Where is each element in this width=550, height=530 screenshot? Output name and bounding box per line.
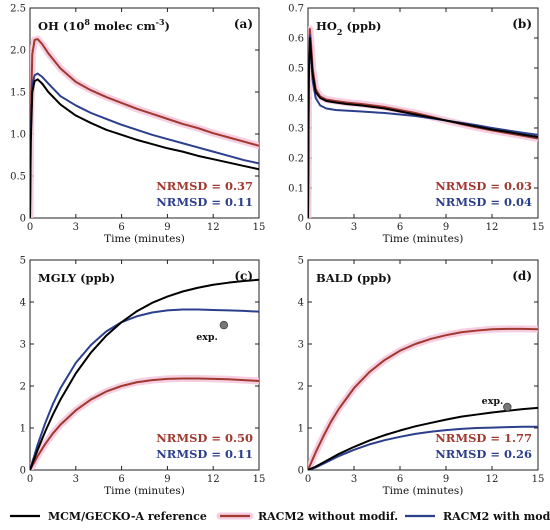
y-tick-label: 1.5 bbox=[10, 88, 26, 99]
y-tick-label: 2 bbox=[298, 382, 304, 393]
series-line-with bbox=[30, 72, 259, 218]
x-tick-label: 12 bbox=[207, 474, 220, 485]
x-tick-label: 6 bbox=[397, 222, 403, 233]
panel-label: (b) bbox=[512, 17, 532, 31]
chart-panel-1: 0 3 6 9 12 15 0 0.5 1.0 1.5 2.0 2.5 Time (minutes) OH… bbox=[10, 4, 265, 246]
nrmsd-label-without: NRMSD = 0.03 bbox=[435, 179, 532, 193]
legend: MCM/GECKO-A reference RACM2 without modif… bbox=[10, 510, 550, 523]
series-line-without bbox=[308, 327, 538, 470]
x-axis-label: Time (minutes) bbox=[104, 233, 185, 245]
series-line-reference bbox=[30, 78, 259, 218]
y-tick-label: 2.5 bbox=[10, 4, 26, 15]
x-tick-label: 12 bbox=[486, 222, 499, 233]
x-tick-label: 0 bbox=[27, 474, 33, 485]
y-tick-label: 2 bbox=[20, 382, 26, 393]
x-tick-label: 12 bbox=[207, 222, 220, 233]
x-tick-label: 0 bbox=[305, 222, 311, 233]
y-tick-label: 1 bbox=[20, 424, 26, 435]
chart-panel-2: 0 3 6 9 12 15 0 0.1 0.2 0.3 0.4 0.5 0.6 0.7 Time (minu… bbox=[288, 4, 544, 246]
x-tick-label: 0 bbox=[305, 474, 311, 485]
panel-label: (c) bbox=[234, 269, 253, 283]
panel-title: OH (108 molec cm-3) bbox=[38, 17, 170, 33]
y-tick-label: 3 bbox=[298, 340, 304, 351]
nrmsd-label-with: NRMSD = 0.04 bbox=[435, 195, 532, 209]
x-tick-label: 6 bbox=[118, 474, 124, 485]
x-tick-label: 9 bbox=[164, 474, 170, 485]
panel-label: (a) bbox=[234, 17, 253, 31]
y-tick-label: 2.0 bbox=[10, 46, 26, 57]
y-tick-label: 4 bbox=[20, 298, 26, 309]
nrmsd-label-without: NRMSD = 0.37 bbox=[156, 179, 253, 193]
x-tick-label: 6 bbox=[397, 474, 403, 485]
series-line-reference bbox=[308, 37, 538, 218]
panel-label: (d) bbox=[512, 269, 532, 283]
series-line-without bbox=[30, 38, 259, 218]
y-tick-label: 0 bbox=[298, 214, 304, 225]
y-tick-label: 0.2 bbox=[288, 154, 304, 165]
y-tick-label: 0.6 bbox=[288, 34, 304, 45]
nrmsd-label-with: NRMSD = 0.11 bbox=[156, 195, 253, 209]
y-tick-label: 0.1 bbox=[288, 184, 304, 195]
legend-item-without: RACM2 without modif. bbox=[216, 510, 398, 523]
x-tick-label: 3 bbox=[351, 222, 357, 233]
x-tick-label: 9 bbox=[443, 474, 449, 485]
y-tick-label: 5 bbox=[20, 256, 26, 267]
x-tick-label: 15 bbox=[532, 474, 545, 485]
y-tick-label: 1.0 bbox=[10, 130, 26, 141]
x-axis-label: Time (minutes) bbox=[104, 485, 185, 497]
x-tick-label: 3 bbox=[73, 474, 79, 485]
x-axis-label: Time (minutes) bbox=[383, 233, 464, 245]
series-line-with bbox=[308, 425, 538, 470]
legend-label: MCM/GECKO-A reference bbox=[48, 510, 207, 523]
y-tick-label: 0 bbox=[298, 466, 304, 477]
exp-label: exp. bbox=[196, 332, 218, 343]
x-tick-label: 3 bbox=[351, 474, 357, 485]
x-tick-label: 9 bbox=[443, 222, 449, 233]
exp-label: exp. bbox=[482, 396, 504, 407]
y-tick-label: 3 bbox=[20, 340, 26, 351]
series-line-reference bbox=[30, 278, 259, 470]
x-tick-label: 0 bbox=[27, 222, 33, 233]
y-tick-label: 0.5 bbox=[288, 64, 304, 75]
x-tick-label: 12 bbox=[486, 474, 499, 485]
nrmsd-label-with: NRMSD = 0.11 bbox=[156, 447, 253, 461]
legend-label: RACM2 with modif. bbox=[443, 510, 550, 523]
y-tick-label: 0 bbox=[20, 466, 26, 477]
series-line-reference bbox=[308, 406, 538, 470]
x-tick-label: 15 bbox=[532, 222, 545, 233]
y-tick-label: 0 bbox=[20, 214, 26, 225]
x-tick-label: 3 bbox=[73, 222, 79, 233]
y-tick-label: 0.7 bbox=[288, 4, 304, 15]
legend-item-reference: MCM/GECKO-A reference bbox=[10, 510, 207, 523]
series-line-with bbox=[30, 308, 259, 470]
y-tick-label: 0.3 bbox=[288, 124, 304, 135]
panel-title: BALD (ppb) bbox=[316, 271, 392, 285]
y-tick-label: 0.5 bbox=[10, 172, 26, 183]
x-tick-label: 9 bbox=[164, 222, 170, 233]
y-tick-label: 0.4 bbox=[288, 94, 304, 105]
y-tick-label: 5 bbox=[298, 256, 304, 267]
series-line-without bbox=[30, 377, 259, 470]
y-tick-label: 4 bbox=[298, 298, 304, 309]
x-tick-label: 15 bbox=[253, 474, 266, 485]
nrmsd-label-without: NRMSD = 1.77 bbox=[435, 431, 532, 445]
panel-title: HO2 (ppb) bbox=[316, 19, 381, 37]
legend-item-with: RACM2 with modif. bbox=[405, 510, 550, 523]
plot-frame bbox=[29, 259, 260, 471]
legend-label: RACM2 without modif. bbox=[258, 510, 398, 523]
x-tick-label: 15 bbox=[253, 222, 266, 233]
exp-point bbox=[219, 320, 229, 330]
plot-frame bbox=[307, 259, 539, 471]
panel-title: MGLY (ppb) bbox=[38, 271, 115, 285]
nrmsd-label-with: NRMSD = 0.26 bbox=[435, 447, 532, 461]
x-axis-label: Time (minutes) bbox=[383, 485, 464, 497]
nrmsd-label-without: NRMSD = 0.50 bbox=[156, 431, 253, 445]
y-tick-label: 1 bbox=[298, 424, 304, 435]
x-tick-label: 6 bbox=[118, 222, 124, 233]
exp-point bbox=[503, 402, 512, 412]
